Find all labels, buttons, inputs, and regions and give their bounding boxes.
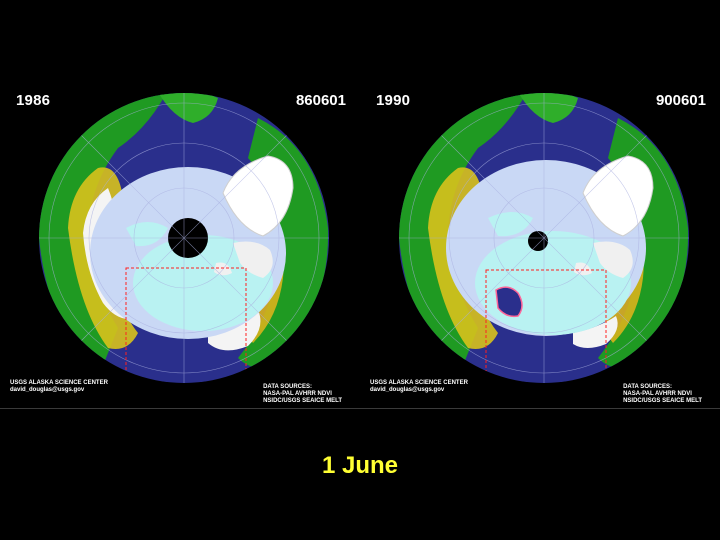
credit-line-1: USGS ALASKA SCIENCE CENTER (10, 380, 108, 386)
date-code-label: 900601 (655, 92, 706, 109)
credit-line-2: david_douglas@usgs.gov (370, 387, 445, 393)
data-sources: DATA SOURCES: NASA-PAL AVHRR NDVI NSIDC/… (263, 384, 342, 405)
melt-patch (126, 222, 168, 247)
land-green-west (399, 93, 528, 378)
credit-line-1: USGS ALASKA SCIENCE CENTER (370, 380, 468, 386)
sources-line-1: DATA SOURCES: (623, 384, 672, 390)
sources-line-2: NASA-PAL AVHRR NDVI (623, 391, 692, 397)
pole-data-gap (528, 231, 548, 251)
sources-line-1: DATA SOURCES: (263, 384, 312, 390)
archipelago (574, 241, 633, 278)
archipelago (214, 241, 273, 278)
year-label: 1990 (376, 92, 411, 109)
arctic-map-1986 (39, 93, 329, 383)
melt-patch (488, 212, 533, 237)
sources-line-3: NSIDC/USGS SEAICE MELT (263, 398, 342, 404)
sources-line-2: NASA-PAL AVHRR NDVI (263, 391, 332, 397)
date-code-label: 860601 (295, 92, 346, 109)
greenland (222, 155, 294, 237)
open-water-patch (495, 286, 523, 318)
greenland (582, 155, 654, 237)
inset-box (485, 269, 607, 383)
inset-box (125, 267, 247, 383)
land-green-north (518, 93, 578, 123)
credit-text: USGS ALASKA SCIENCE CENTER david_douglas… (370, 380, 468, 394)
divider-line (0, 408, 720, 409)
data-sources: DATA SOURCES: NASA-PAL AVHRR NDVI NSIDC/… (623, 384, 702, 405)
land-green-north (158, 93, 218, 123)
land-green-west (39, 93, 168, 378)
credit-text: USGS ALASKA SCIENCE CENTER david_douglas… (10, 380, 108, 394)
sources-line-3: NSIDC/USGS SEAICE MELT (623, 398, 702, 404)
credit-line-2: david_douglas@usgs.gov (10, 387, 85, 393)
year-label: 1986 (16, 92, 51, 109)
caption: 1 June (321, 452, 399, 479)
map-panel-1986: 1986 860601 USGS ALASKA SCIENCE CENTER d… (8, 78, 354, 408)
map-panel-1990: 1990 900601 USGS ALASKA SCIENCE CENTER d… (368, 78, 714, 408)
sea-ice-melt (133, 235, 273, 331)
arctic-map-1990 (399, 93, 689, 383)
